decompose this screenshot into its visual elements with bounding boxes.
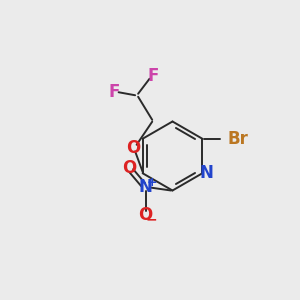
Text: Br: Br bbox=[228, 130, 249, 148]
Text: +: + bbox=[147, 176, 158, 189]
Text: N: N bbox=[199, 164, 213, 182]
Text: N: N bbox=[139, 178, 152, 196]
Text: −: − bbox=[146, 212, 157, 226]
Text: F: F bbox=[147, 67, 159, 85]
Text: O: O bbox=[127, 139, 141, 157]
Text: O: O bbox=[138, 206, 153, 224]
Text: F: F bbox=[108, 83, 120, 101]
Text: O: O bbox=[122, 159, 136, 177]
